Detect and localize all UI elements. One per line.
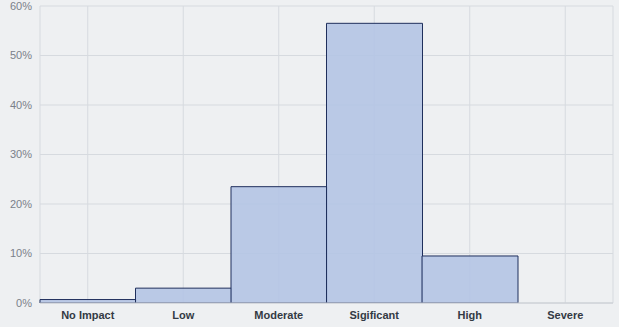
svg-text:60%: 60% — [10, 0, 32, 12]
svg-text:No Impact: No Impact — [61, 309, 115, 321]
svg-text:40%: 40% — [10, 99, 32, 111]
svg-text:Low: Low — [172, 309, 194, 321]
svg-text:30%: 30% — [10, 148, 32, 160]
svg-text:Moderate: Moderate — [254, 309, 303, 321]
svg-text:20%: 20% — [10, 198, 32, 210]
svg-text:High: High — [458, 309, 483, 321]
svg-text:10%: 10% — [10, 247, 32, 259]
svg-text:0%: 0% — [16, 297, 32, 309]
svg-text:Sigificant: Sigificant — [349, 309, 399, 321]
svg-text:Severe: Severe — [547, 309, 583, 321]
svg-text:50%: 50% — [10, 49, 32, 61]
